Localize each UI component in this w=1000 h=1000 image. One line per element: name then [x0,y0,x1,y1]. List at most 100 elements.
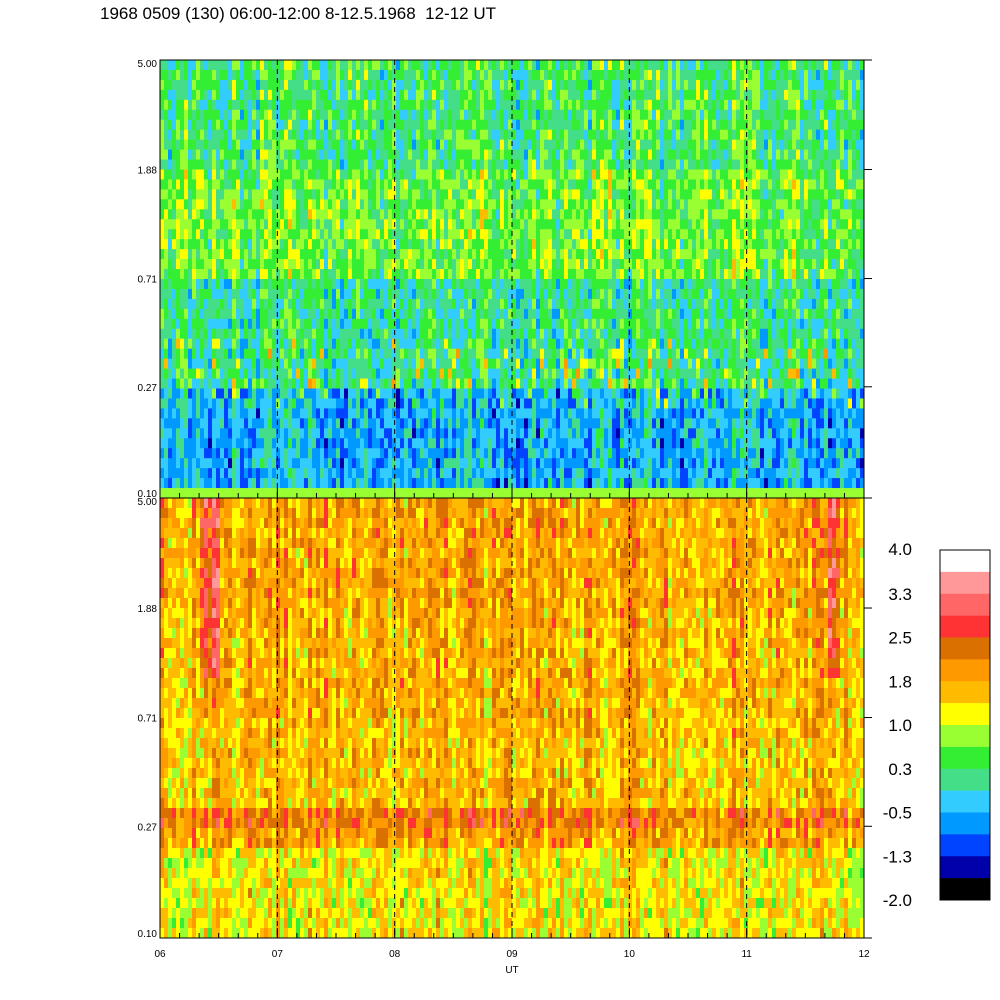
heatmap-cell [572,428,577,439]
heatmap-cell [512,99,517,111]
heatmap-cell [572,468,577,479]
heatmap-cell [552,259,557,270]
heatmap-cell [560,348,565,360]
heatmap-cell [376,388,381,399]
heatmap-cell [568,428,573,439]
heatmap-cell [368,89,373,101]
heatmap-cell [480,239,485,250]
heatmap-cell [408,60,413,71]
heatmap-cell [260,229,265,240]
heatmap-cell [192,288,197,300]
heatmap-cell [416,79,421,91]
heatmap-cell [488,279,493,290]
heatmap-cell [248,209,253,220]
heatmap-cell [448,69,453,81]
heatmap-cell [480,249,485,260]
heatmap-cell [360,308,365,320]
heatmap-cell [460,60,465,71]
heatmap-cell [412,478,417,489]
heatmap-cell [328,239,333,250]
heatmap-cell [408,378,413,389]
heatmap-cell [580,368,585,379]
heatmap-cell [364,388,369,399]
heatmap-cell [328,159,333,170]
heatmap-cell [288,109,293,121]
heatmap-cell [160,179,165,190]
heatmap-cell [432,318,437,330]
heatmap-cell [232,328,237,340]
heatmap-cell [436,348,441,360]
heatmap-cell [564,219,569,230]
heatmap-cell [236,89,241,101]
heatmap-cell [304,89,309,101]
heatmap-cell [292,478,297,489]
heatmap-cell [428,129,433,141]
heatmap-cell [296,398,301,409]
heatmap-cell [472,269,477,280]
heatmap-cell [436,189,441,200]
heatmap-cell [424,60,429,71]
heatmap-cell [208,119,213,131]
heatmap-cell [440,159,445,170]
heatmap-cell [360,129,365,141]
heatmap-cell [352,229,357,240]
heatmap-cell [360,279,365,290]
heatmap-cell [492,219,497,230]
heatmap-cell [436,60,441,71]
heatmap-cell [308,139,313,150]
heatmap-cell [604,159,609,170]
heatmap-cell [260,159,265,170]
heatmap-cell [204,149,209,160]
heatmap-cell [572,69,577,81]
heatmap-cell [256,428,261,439]
heatmap-cell [300,279,305,290]
heatmap-cell [344,358,349,369]
heatmap-cell [408,348,413,360]
heatmap-cell [392,468,397,479]
heatmap-cell [304,239,309,250]
heatmap-cell [576,438,581,449]
heatmap-cell [400,109,405,121]
heatmap-cell [516,149,521,160]
heatmap-cell [336,189,341,200]
heatmap-cell [400,378,405,389]
heatmap-cell [288,348,293,360]
heatmap-cell [420,69,425,81]
heatmap-cell [304,388,309,399]
heatmap-cell [412,338,417,350]
heatmap-cell [492,149,497,160]
heatmap-cell [244,269,249,280]
heatmap-cell [376,119,381,131]
heatmap-cell [412,149,417,160]
heatmap-cell [556,458,561,469]
heatmap-cell [604,189,609,200]
heatmap-cell [584,468,589,479]
heatmap-cell [596,60,601,71]
heatmap-cell [456,418,461,429]
heatmap-cell [552,249,557,260]
heatmap-cell [424,79,429,91]
heatmap-cell [496,298,501,310]
heatmap-cell [220,348,225,360]
heatmap-cell [476,79,481,91]
heatmap-cell [568,279,573,290]
heatmap-cell [264,308,269,320]
heatmap-cell [464,308,469,320]
heatmap-cell [544,129,549,141]
heatmap-cell [492,129,497,141]
heatmap-cell [340,398,345,409]
heatmap-cell [492,328,497,340]
heatmap-cell [196,99,201,111]
heatmap-cell [456,249,461,260]
heatmap-cell [336,468,341,479]
heatmap-cell [240,418,245,429]
heatmap-cell [460,169,465,180]
heatmap-cell [480,338,485,350]
heatmap-cell [208,60,213,71]
heatmap-cell [572,318,577,330]
heatmap-cell [524,408,529,419]
heatmap-cell [204,438,209,449]
heatmap-cell [452,478,457,489]
heatmap-cell [440,69,445,81]
heatmap-cell [592,69,597,81]
